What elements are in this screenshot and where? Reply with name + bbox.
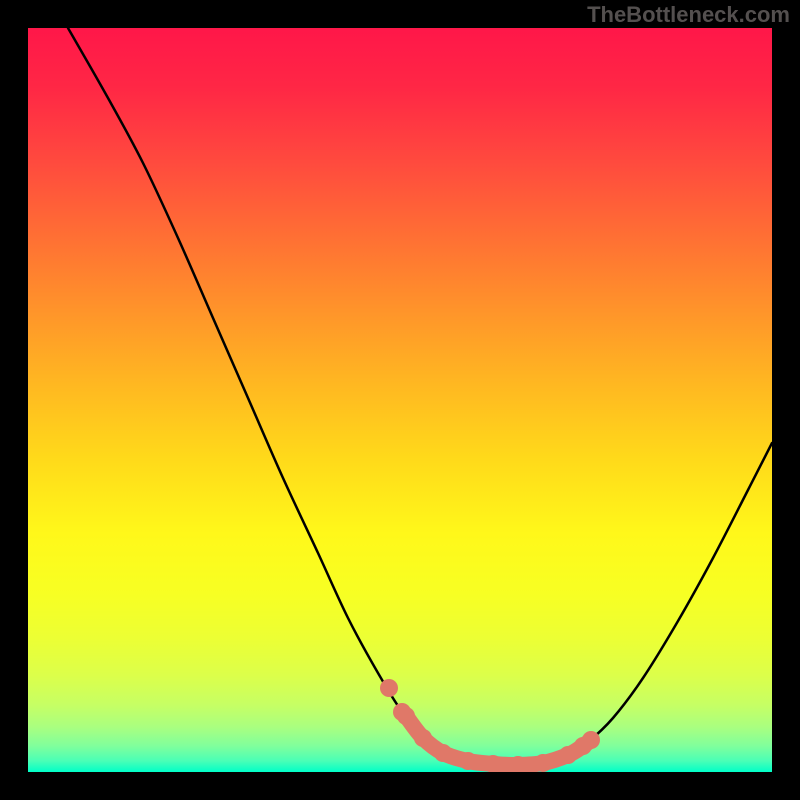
- highlight-marker: [434, 744, 452, 762]
- highlight-marker: [380, 679, 398, 697]
- plot-area: [28, 28, 772, 772]
- highlight-marker: [459, 752, 477, 770]
- bottleneck-curve: [68, 28, 772, 765]
- highlight-marker: [582, 731, 600, 749]
- chart-frame: TheBottleneck.com: [0, 0, 800, 800]
- curve-layer: [28, 28, 772, 772]
- highlight-marker: [534, 754, 552, 772]
- watermark-text: TheBottleneck.com: [587, 2, 790, 28]
- highlight-marker: [397, 707, 415, 725]
- highlight-marker: [559, 746, 577, 764]
- highlight-marker: [414, 729, 432, 747]
